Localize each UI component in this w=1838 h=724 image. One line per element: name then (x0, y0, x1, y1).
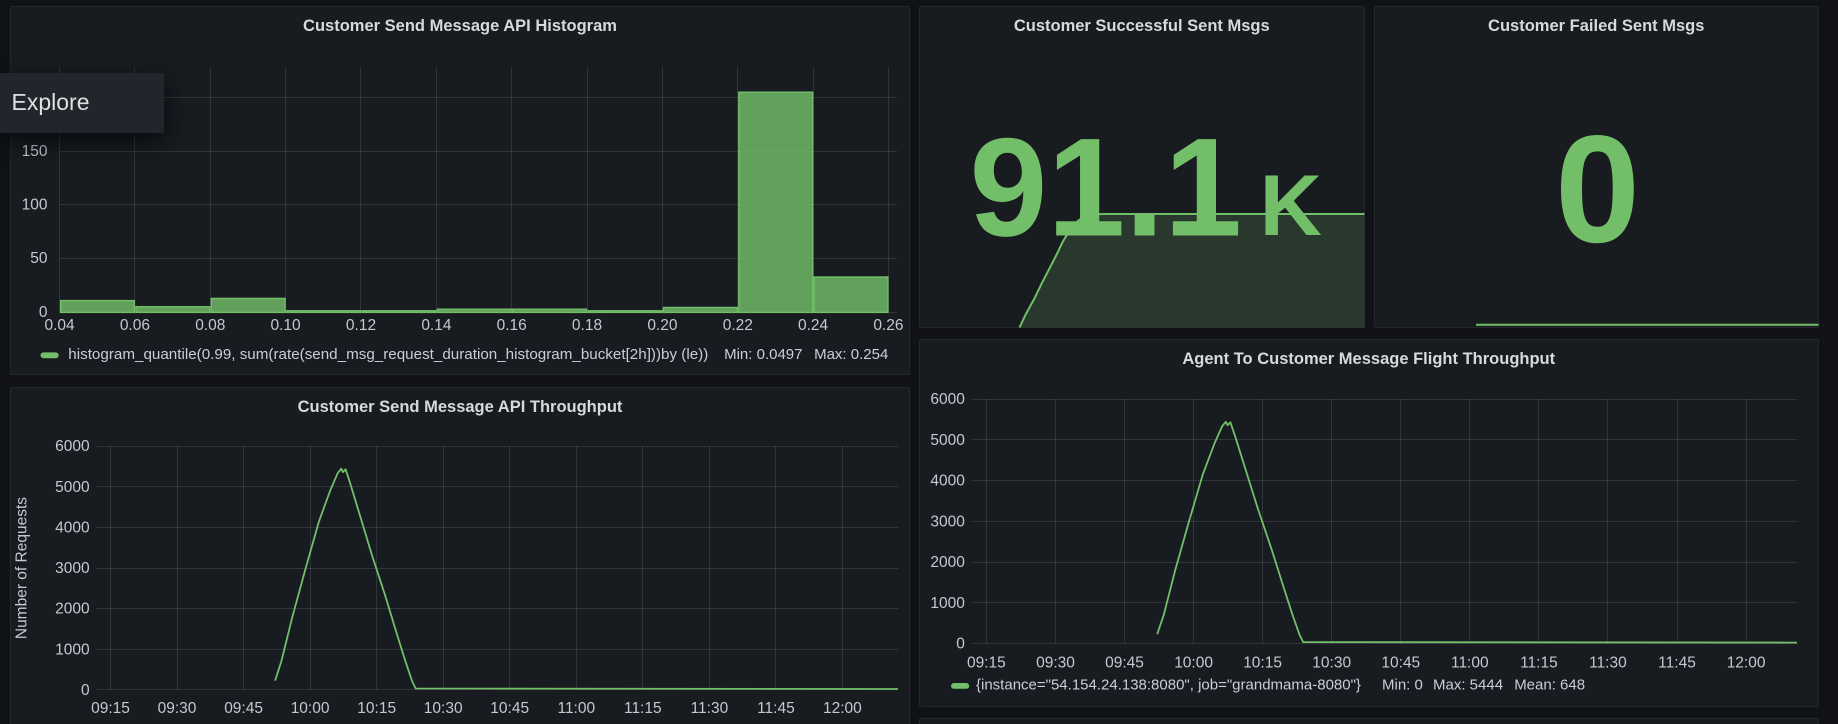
svg-text:11:30: 11:30 (1589, 655, 1627, 672)
svg-text:11:00: 11:00 (557, 700, 595, 717)
svg-text:11:15: 11:15 (624, 700, 662, 717)
svg-text:0: 0 (39, 304, 48, 321)
svg-text:Max: 5444: Max: 5444 (1433, 677, 1503, 694)
svg-text:10:15: 10:15 (357, 700, 396, 717)
svg-text:0: 0 (1555, 104, 1640, 275)
svg-text:Mean: 648: Mean: 648 (1514, 677, 1585, 694)
svg-text:11:45: 11:45 (1658, 655, 1696, 672)
svg-text:6000: 6000 (930, 391, 965, 408)
svg-text:0.06: 0.06 (120, 317, 150, 334)
svg-text:91.1: 91.1 (970, 109, 1242, 266)
svg-text:4000: 4000 (55, 519, 90, 536)
svg-text:09:45: 09:45 (224, 700, 263, 717)
svg-text:0.18: 0.18 (572, 317, 602, 334)
svg-text:09:30: 09:30 (1036, 655, 1075, 672)
svg-text:150: 150 (22, 143, 48, 160)
svg-text:1000: 1000 (55, 641, 90, 658)
svg-text:Min: 0.0497: Min: 0.0497 (724, 346, 802, 363)
svg-text:10:00: 10:00 (291, 700, 330, 717)
svg-text:0: 0 (956, 636, 965, 653)
svg-text:09:45: 09:45 (1105, 655, 1144, 672)
svg-text:10:30: 10:30 (1312, 655, 1351, 672)
svg-text:0.04: 0.04 (45, 317, 76, 334)
svg-text:09:15: 09:15 (91, 700, 130, 717)
svg-text:3000: 3000 (55, 560, 90, 577)
svg-text:Min: 0: Min: 0 (1382, 677, 1423, 694)
svg-text:K: K (1260, 158, 1322, 254)
svg-text:0.26: 0.26 (873, 317, 903, 334)
svg-text:10:45: 10:45 (490, 700, 529, 717)
svg-text:12:00: 12:00 (823, 700, 862, 717)
svg-text:10:15: 10:15 (1243, 655, 1282, 672)
svg-text:0.08: 0.08 (195, 317, 225, 334)
svg-text:0.20: 0.20 (647, 317, 678, 334)
svg-text:0.14: 0.14 (421, 317, 452, 334)
svg-text:5000: 5000 (930, 432, 965, 449)
svg-text:0.22: 0.22 (723, 317, 753, 334)
svg-text:09:30: 09:30 (158, 700, 197, 717)
svg-text:Max: 0.254: Max: 0.254 (814, 346, 888, 363)
svg-text:0.12: 0.12 (346, 317, 376, 334)
svg-text:11:45: 11:45 (757, 700, 795, 717)
svg-text:Number of Requests: Number of Requests (14, 497, 31, 639)
svg-text:1000: 1000 (930, 595, 965, 612)
svg-text:6000: 6000 (55, 438, 90, 455)
svg-text:12:00: 12:00 (1727, 655, 1766, 672)
svg-text:0.24: 0.24 (798, 317, 829, 334)
svg-text:100: 100 (22, 197, 48, 214)
svg-text:{instance="54.154.24.138:8080": {instance="54.154.24.138:8080", job="gra… (976, 677, 1361, 694)
svg-text:histogram_quantile(0.99, sum(r: histogram_quantile(0.99, sum(rate(send_m… (68, 346, 708, 363)
svg-text:2000: 2000 (930, 554, 965, 571)
svg-text:11:15: 11:15 (1520, 655, 1558, 672)
svg-text:5000: 5000 (55, 479, 90, 496)
svg-text:0.10: 0.10 (271, 317, 302, 334)
svg-text:2000: 2000 (55, 601, 90, 618)
svg-text:0.16: 0.16 (497, 317, 527, 334)
svg-text:10:45: 10:45 (1381, 655, 1420, 672)
svg-text:10:00: 10:00 (1174, 655, 1213, 672)
svg-text:11:30: 11:30 (691, 700, 729, 717)
svg-text:4000: 4000 (930, 473, 965, 490)
svg-text:11:00: 11:00 (1451, 655, 1489, 672)
svg-text:10:30: 10:30 (424, 700, 463, 717)
svg-text:09:15: 09:15 (967, 655, 1006, 672)
svg-text:50: 50 (30, 250, 48, 267)
svg-text:3000: 3000 (930, 513, 965, 530)
svg-text:0: 0 (81, 682, 90, 699)
